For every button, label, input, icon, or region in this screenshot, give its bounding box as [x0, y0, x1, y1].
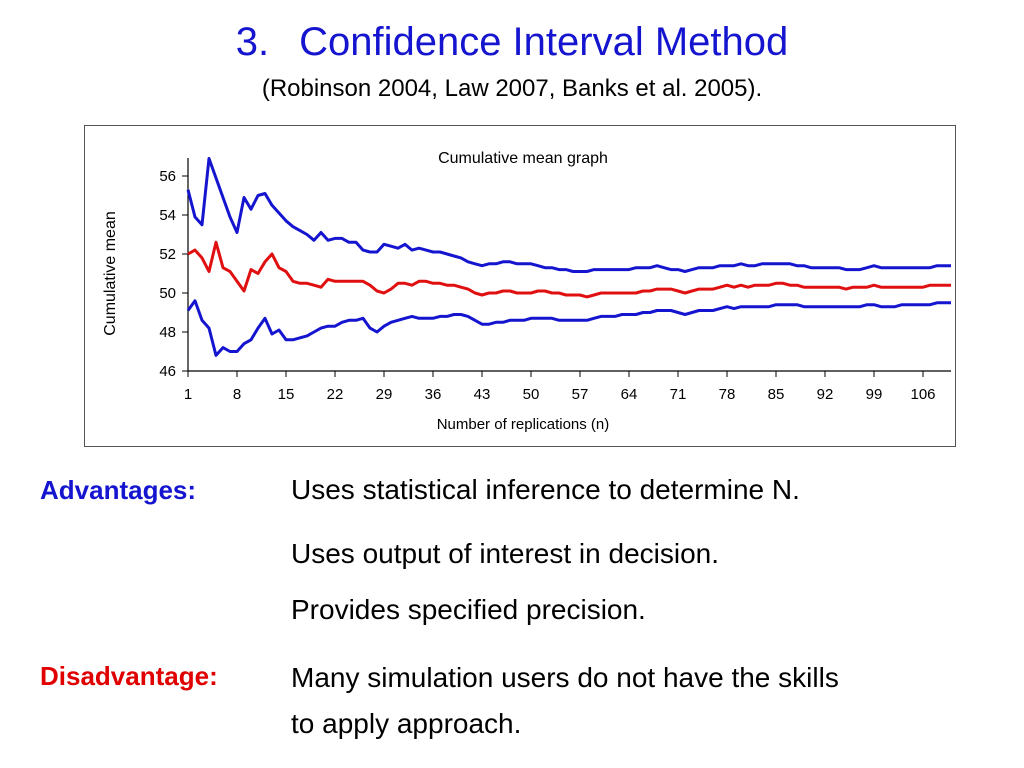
chart-frame: Cumulative mean graph 46 48 50 52 54 56 1 8 15 22 2… — [84, 125, 956, 447]
x-tick-label: 85 — [768, 386, 785, 403]
advantages-label: Advantages: — [40, 475, 197, 505]
disadvantage-item: to apply approach. — [291, 708, 522, 739]
x-tick-label: 8 — [233, 386, 241, 403]
x-tick-label: 71 — [670, 386, 687, 403]
series-line-lower-interval — [186, 299, 951, 357]
title-text: Confidence Interval Method — [299, 20, 789, 64]
disadvantage-item: Many simulation users do not have the sk… — [291, 662, 839, 693]
y-tick-label: 54 — [159, 207, 176, 224]
y-tick-label: 52 — [159, 246, 176, 263]
slide-subtitle: (Robinson 2004, Law 2007, Banks et al. 2… — [261, 75, 763, 102]
x-tick-label: 78 — [719, 386, 736, 403]
x-tick-label: 36 — [425, 386, 442, 403]
series-line-upper-interval — [186, 157, 951, 273]
y-tick-label: 48 — [159, 324, 176, 341]
x-tick-label: 15 — [278, 386, 295, 403]
x-tick-label: 22 — [327, 386, 344, 403]
chart-title: Cumulative mean graph — [438, 150, 608, 167]
x-tick-label: 1 — [184, 386, 192, 403]
y-tick-label: 56 — [159, 168, 176, 185]
x-tick-label: 99 — [866, 386, 883, 403]
x-tick-label: 57 — [572, 386, 589, 403]
y-axis-label: Cumulative mean — [102, 211, 119, 336]
x-tick-label: 29 — [376, 386, 393, 403]
disadvantage-label: Disadvantage: — [40, 661, 218, 691]
cumulative-mean-chart: Cumulative mean graph 46 48 50 52 54 56 1 8 15 22 2… — [102, 150, 951, 433]
advantage-item: Provides specified precision. — [291, 594, 646, 625]
x-tick-label: 92 — [817, 386, 834, 403]
x-tick-label: 106 — [910, 386, 935, 403]
y-tick-label: 50 — [159, 285, 176, 302]
x-tick-label: 43 — [474, 386, 491, 403]
slide-title: 3. Confidence Interval Method — [0, 18, 1024, 66]
advantage-item: Uses output of interest in decision. — [291, 538, 720, 569]
advantage-item: Uses statistical inference to determine … — [291, 474, 800, 505]
series-line-cumulative-mean — [187, 240, 951, 299]
y-tick-label: 46 — [159, 363, 176, 380]
x-tick-label: 50 — [523, 386, 540, 403]
title-number: 3. — [235, 20, 270, 64]
x-tick-label: 64 — [621, 386, 638, 403]
x-axis-label: Number of replications (n) — [437, 416, 610, 433]
